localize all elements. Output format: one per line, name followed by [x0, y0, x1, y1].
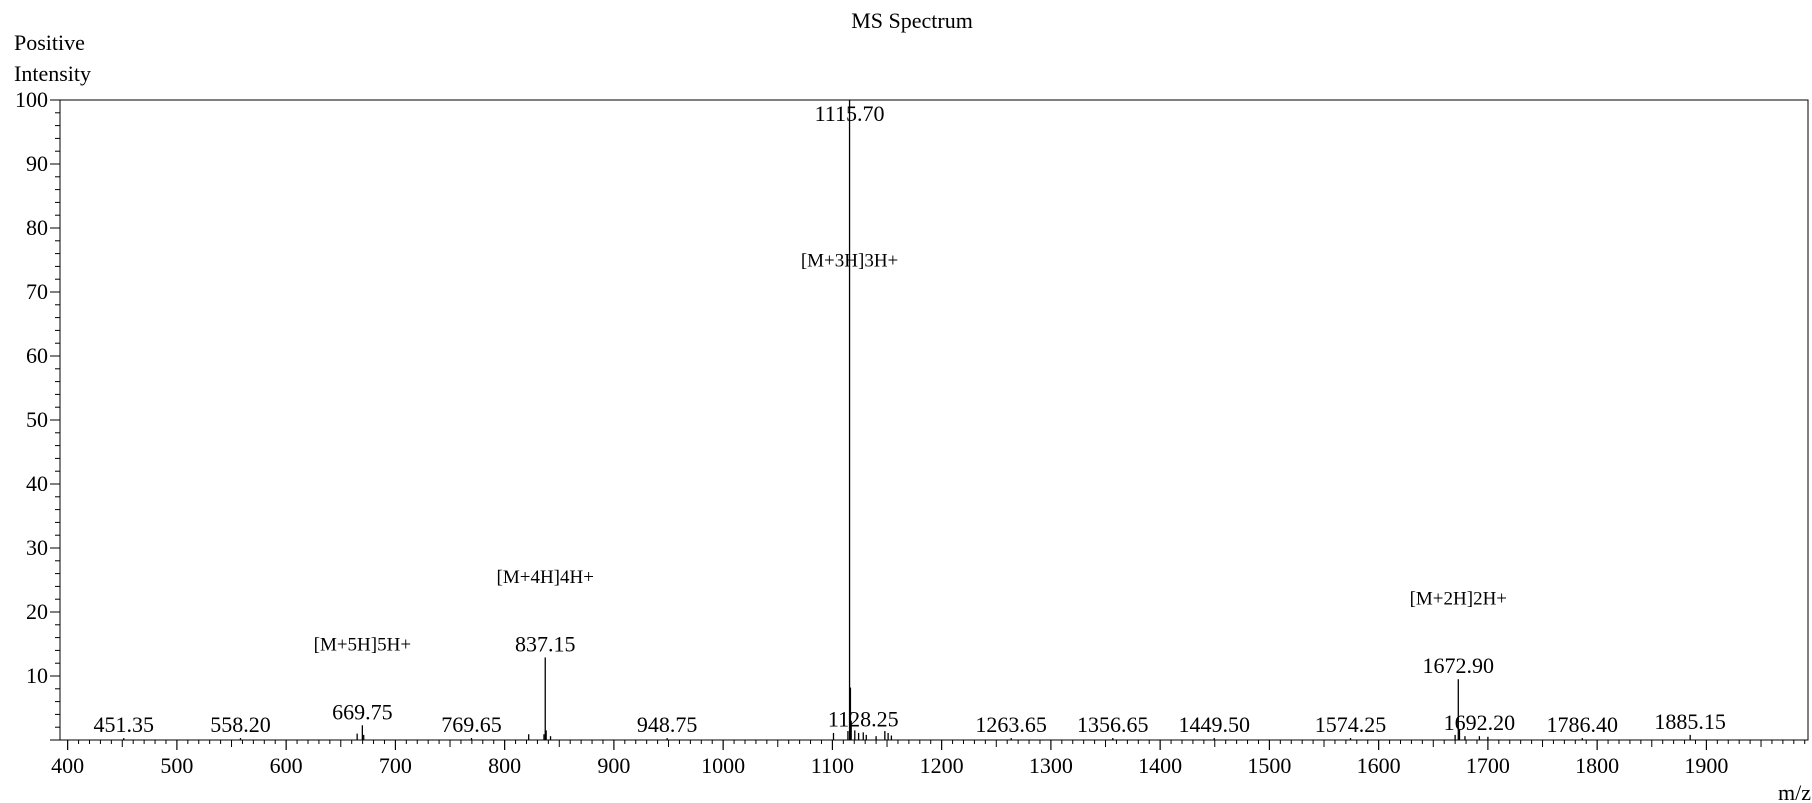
x-tick-label: 1100	[811, 753, 854, 778]
peak-label: 1115.70	[815, 101, 885, 126]
x-tick-label: 800	[488, 753, 521, 778]
y-tick-label: 70	[26, 279, 48, 304]
y-tick-label: 50	[26, 407, 48, 432]
peak-label: 1786.40	[1547, 712, 1619, 737]
x-tick-label: 1800	[1575, 753, 1619, 778]
y-tick-label: 80	[26, 215, 48, 240]
x-tick-label: 1900	[1684, 753, 1728, 778]
peak-label: 1885.15	[1654, 709, 1726, 734]
x-tick-label: 400	[51, 753, 84, 778]
y-tick-label: 40	[26, 471, 48, 496]
x-tick-label: 1600	[1357, 753, 1401, 778]
x-tick-label: 600	[270, 753, 303, 778]
peak-label: 769.65	[441, 712, 502, 737]
x-tick-label: 1000	[701, 753, 745, 778]
y-axis: 10 20 30 40 50 60 70 80 90 100	[15, 87, 60, 741]
ion-annotation: [M+3H]3H+	[801, 250, 898, 271]
x-tick-label: 1400	[1138, 753, 1182, 778]
x-tick-label: 500	[160, 753, 193, 778]
ion-annotation: [M+5H]5H+	[314, 634, 411, 655]
y-tick-label: 90	[26, 151, 48, 176]
x-tick-label: 1500	[1247, 753, 1291, 778]
y-axis-label-line1: Positive	[14, 30, 85, 55]
peak-label: 1672.90	[1423, 653, 1495, 678]
peak-label: 1692.20	[1444, 710, 1516, 735]
x-tick-label: 700	[379, 753, 412, 778]
y-axis-label-line2: Intensity	[14, 61, 91, 86]
peak-label: 1263.65	[975, 712, 1047, 737]
y-tick-label: 20	[26, 599, 48, 624]
peak-label: 837.15	[515, 631, 576, 656]
ion-annotations: [M+3H]3H+ [M+4H]4H+ [M+5H]5H+ [M+2H]2H+	[314, 250, 1507, 655]
ion-annotation: [M+2H]2H+	[1410, 588, 1507, 609]
x-axis: 400 500 600 700 800 900 1000 1100 1200 1300 1400 15…	[51, 740, 1806, 778]
x-axis-label: m/z	[1778, 780, 1811, 803]
peak-label: 1574.25	[1315, 712, 1387, 737]
peak-label: 558.20	[210, 712, 271, 737]
y-tick-label: 10	[26, 663, 48, 688]
x-tick-label: 1700	[1466, 753, 1510, 778]
peak-label: 669.75	[332, 699, 393, 724]
y-tick-label: 100	[15, 87, 48, 112]
x-tick-label: 1300	[1029, 753, 1073, 778]
peak-label: 1128.25	[828, 706, 899, 731]
x-tick-label: 900	[597, 753, 630, 778]
y-tick-label: 30	[26, 535, 48, 560]
peak-label: 1356.65	[1077, 712, 1149, 737]
peak-label: 451.35	[93, 712, 154, 737]
ion-annotation: [M+4H]4H+	[497, 567, 594, 588]
peak-labels: 1115.70 837.15 669.75 1672.90 1128.25 451.35 5…	[93, 101, 1725, 737]
spectrum-peaks	[123, 100, 1691, 740]
y-tick-label: 60	[26, 343, 48, 368]
chart-title: MS Spectrum	[851, 8, 973, 33]
peak-label: 948.75	[637, 712, 698, 737]
peak-label: 1449.50	[1178, 712, 1250, 737]
x-tick-label: 1200	[920, 753, 964, 778]
